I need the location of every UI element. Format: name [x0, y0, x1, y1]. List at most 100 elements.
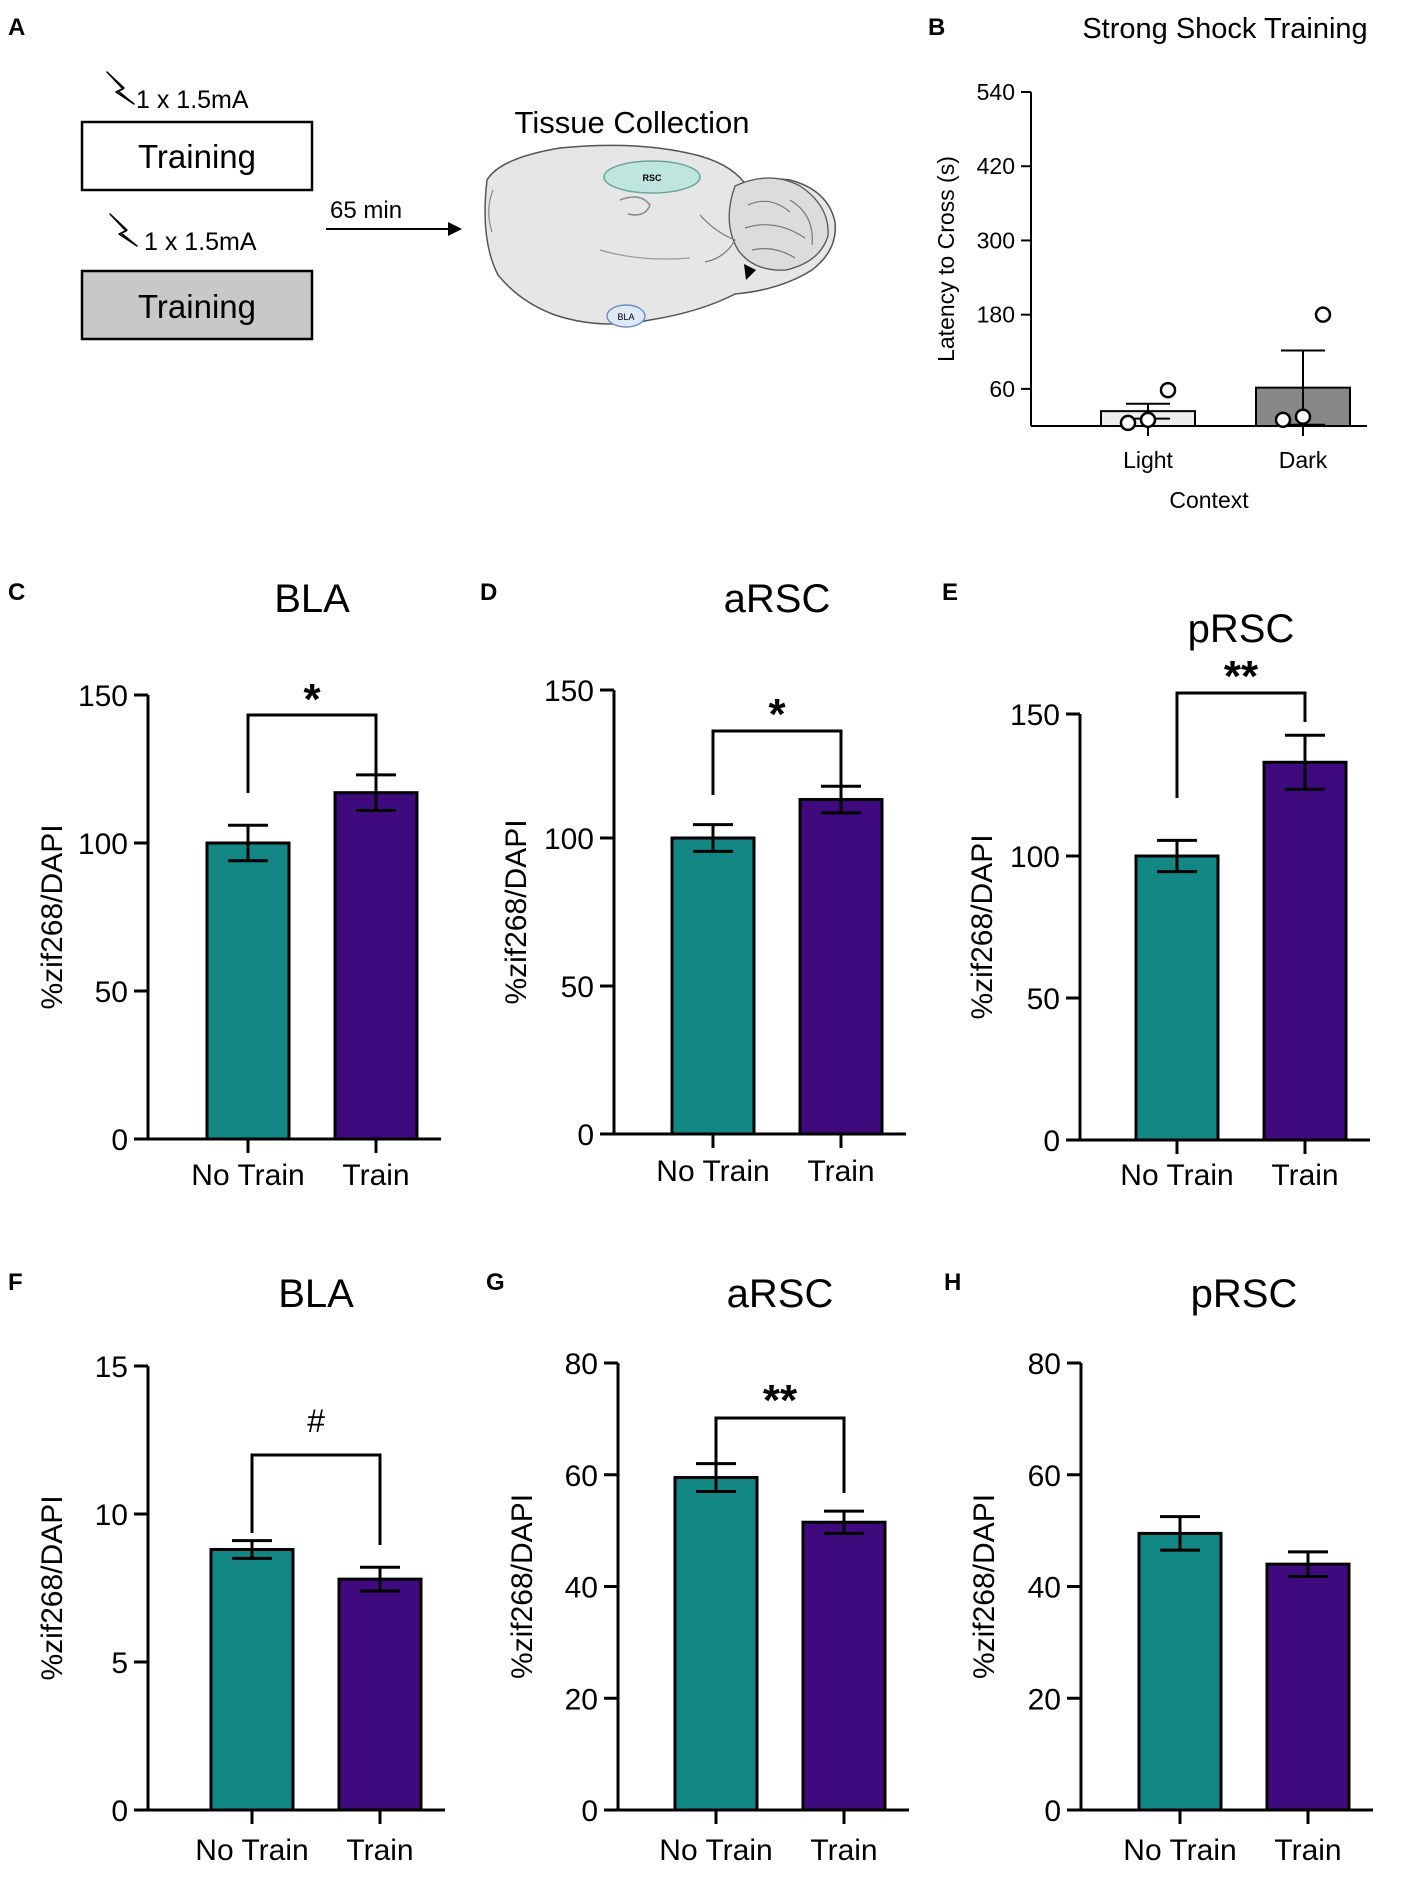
x-category-label: No Train — [191, 1159, 304, 1192]
x-category-label: Dark — [1279, 447, 1328, 473]
data-point — [1139, 411, 1157, 429]
panel-label: C — [8, 579, 25, 606]
panel-a: A 1 x 1.5mA Training 1 x 1.5mA Training … — [8, 14, 837, 341]
brain-illustration — [484, 144, 837, 325]
significance-marker: # — [307, 1403, 325, 1439]
training-box-dark — [80, 269, 314, 341]
arrow-head-icon — [448, 222, 462, 236]
panel-label-a: A — [8, 14, 25, 41]
y-axis-label: %zif268/DAPI — [36, 824, 69, 1009]
x-category-label: No Train — [656, 1155, 769, 1188]
x-category-label: Train — [342, 1159, 409, 1192]
lightning-icon — [106, 71, 135, 105]
x-category-label: Train — [346, 1834, 413, 1867]
y-tick-label: 0 — [1043, 1125, 1060, 1158]
y-tick-label: 300 — [977, 227, 1015, 253]
rsc-region — [603, 160, 701, 194]
y-tick-label: 20 — [565, 1683, 598, 1716]
y-tick-label: 10 — [95, 1499, 128, 1532]
y-tick-label: 50 — [95, 976, 128, 1009]
y-tick-label: 0 — [111, 1124, 128, 1157]
bar — [1265, 1562, 1351, 1812]
panel-label: G — [486, 1269, 505, 1296]
shock-label-top: 1 x 1.5mA — [136, 86, 249, 114]
x-category-label: No Train — [195, 1834, 308, 1867]
y-tick-label: 0 — [111, 1795, 128, 1828]
chart-b: B Strong Shock Training 60 180 300 420 540 Late… — [928, 13, 1368, 513]
significance-bracket — [714, 1416, 846, 1493]
bar — [205, 841, 291, 1141]
y-axis-label: Latency to Cross (s) — [933, 156, 959, 362]
bar — [333, 791, 419, 1141]
y-tick-label: 150 — [544, 675, 594, 708]
bar — [673, 1476, 759, 1812]
y-tick-label: 60 — [989, 376, 1015, 402]
chart-c: C BLA 0 50 100 150 %zif268/DAPI No Train Train * — [8, 577, 441, 1192]
delay-label: 65 min — [330, 197, 402, 224]
bar — [1134, 854, 1220, 1142]
y-tick-label: 100 — [544, 823, 594, 856]
y-tick-label: 420 — [977, 153, 1015, 179]
bar — [670, 836, 756, 1136]
y-tick-label: 100 — [78, 828, 128, 861]
x-category-label: No Train — [659, 1834, 772, 1867]
chart-title: pRSC — [1191, 1272, 1298, 1316]
y-tick-label: 5 — [111, 1647, 128, 1680]
rsc-region-label: RSC — [642, 173, 662, 183]
training-label-bottom: Training — [138, 288, 256, 325]
x-category-label: Train — [807, 1155, 874, 1188]
y-tick-label: 100 — [1010, 841, 1060, 874]
chart-title: Strong Shock Training — [1082, 13, 1367, 45]
lightning-icon — [109, 213, 138, 247]
y-tick-label: 150 — [78, 680, 128, 713]
data-point — [1119, 414, 1137, 432]
y-tick-label: 40 — [1028, 1572, 1061, 1605]
significance-bracket — [246, 713, 378, 793]
training-box-light — [80, 120, 314, 192]
y-tick-label: 0 — [577, 1119, 594, 1152]
panel-label: F — [8, 1269, 23, 1296]
panel-label: B — [928, 14, 945, 41]
tissue-collection-title: Tissue Collection — [515, 105, 750, 140]
data-point — [1314, 306, 1332, 323]
panel-label: D — [480, 579, 497, 606]
bar — [798, 798, 884, 1136]
x-category-label: No Train — [1123, 1834, 1236, 1867]
y-tick-label: 40 — [565, 1572, 598, 1605]
panel-label: H — [944, 1269, 961, 1296]
y-axis-label: %zif268/DAPI — [500, 819, 533, 1004]
chart-f: F BLA 0 5 10 15 %zif268/DAPI No Train Train # — [8, 1269, 445, 1867]
y-axis-label: %zif268/DAPI — [36, 1495, 69, 1680]
chart-title: BLA — [274, 577, 350, 621]
x-category-label: Light — [1123, 447, 1173, 473]
y-tick-label: 150 — [1010, 699, 1060, 732]
y-tick-label: 20 — [1028, 1683, 1061, 1716]
bar — [209, 1548, 295, 1812]
y-axis-label: %zif268/DAPI — [966, 834, 999, 1019]
chart-title: pRSC — [1188, 607, 1295, 651]
y-tick-label: 60 — [1028, 1460, 1061, 1493]
chart-title: aRSC — [724, 577, 831, 621]
y-tick-label: 0 — [1044, 1795, 1061, 1828]
x-category-label: Train — [810, 1834, 877, 1867]
significance-marker: * — [768, 690, 786, 739]
data-point — [1294, 408, 1312, 425]
x-category-label: Train — [1274, 1834, 1341, 1867]
y-tick-label: 540 — [977, 79, 1015, 105]
x-axis-label: Context — [1169, 487, 1249, 513]
shock-label-bottom: 1 x 1.5mA — [144, 228, 257, 256]
bar — [337, 1577, 423, 1812]
x-category-label: Train — [1271, 1159, 1338, 1192]
data-point — [1159, 381, 1177, 399]
y-tick-label: 60 — [565, 1460, 598, 1493]
y-tick-label: 15 — [95, 1351, 128, 1384]
bla-region-label: BLA — [617, 312, 634, 322]
bar — [1137, 1531, 1223, 1812]
significance-bracket — [1175, 691, 1307, 798]
y-tick-label: 80 — [1028, 1348, 1061, 1381]
